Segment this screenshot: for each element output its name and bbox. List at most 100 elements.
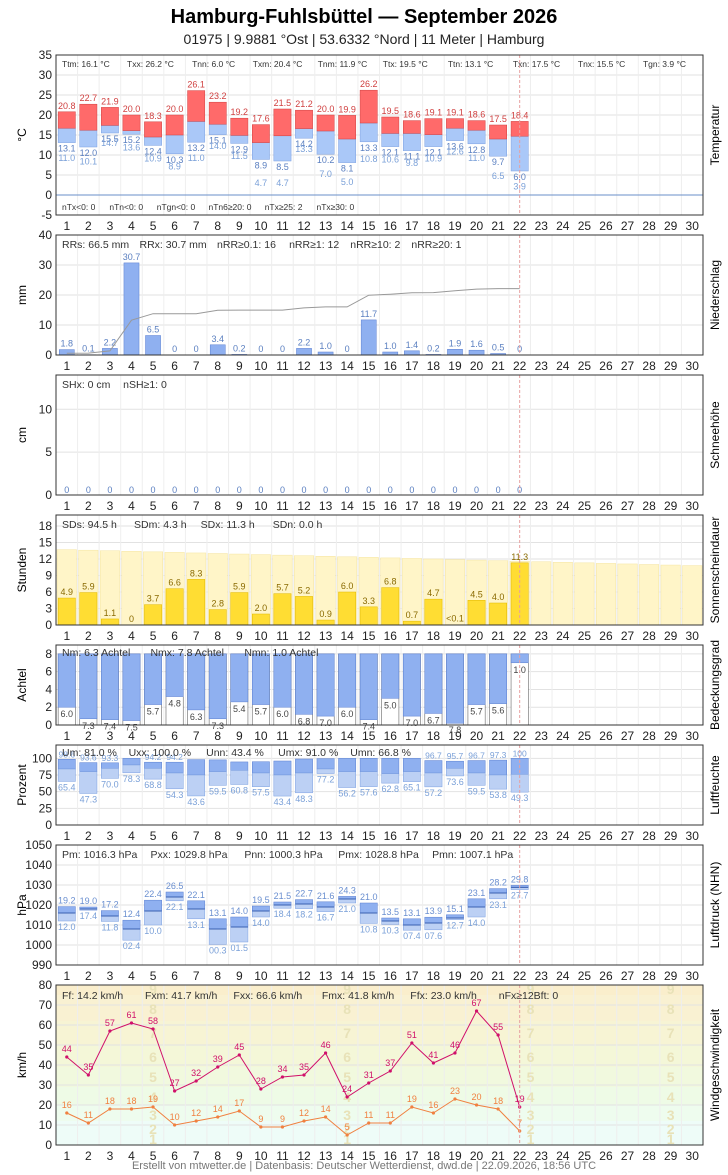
pressure-lower-bar (187, 908, 206, 920)
y-tick-label: 15 (39, 536, 53, 550)
sunshine-bar (424, 598, 443, 626)
panel-side-label: Luftfeuchte (708, 755, 722, 815)
tground-label: 5.0 (341, 177, 354, 187)
stat-label: nTx≥30: 0 (316, 202, 354, 212)
stat-label: Txn: 17.5 °C (513, 59, 560, 69)
humidity-lower-bar (208, 771, 227, 786)
stat-label: Fmx: 41.8 km/h (322, 990, 395, 1002)
tmax-label: 19.9 (338, 104, 356, 114)
possible-sun-bar (617, 563, 638, 626)
stat-label: nRR≥20: 1 (411, 239, 461, 251)
x-tick-label: 3 (107, 629, 114, 643)
tground-label: 14.0 (209, 141, 227, 151)
stat-label: Umn: 66.8 % (350, 747, 411, 759)
beaufort-number: 1 (149, 1131, 157, 1147)
x-tick-label: 26 (599, 829, 613, 843)
x-tick-label: 19 (448, 829, 462, 843)
gust-label: 34 (277, 1064, 287, 1074)
x-tick-label: 12 (297, 829, 311, 843)
stat-label: nRR≥0.1: 16 (217, 239, 276, 251)
sunshine-bar (402, 620, 421, 626)
x-tick-label: 16 (384, 969, 398, 983)
tmax-bar (57, 111, 76, 129)
humidity-upper-bar (295, 758, 313, 774)
beaufort-number: 5 (149, 1069, 157, 1085)
tmin-bar (316, 130, 335, 155)
humidity-lower-bar (402, 771, 421, 782)
snow-label: 0 (194, 485, 199, 495)
sunshine-bar (252, 613, 270, 626)
cloud-cover-bar (467, 653, 486, 705)
tmin-label: 12.8 (468, 145, 486, 155)
pressure-lower-bar (57, 912, 76, 922)
y-axis-label: Stunden (15, 548, 29, 593)
x-tick-label: 19 (448, 499, 462, 513)
sunshine-label: 5.9 (82, 582, 95, 592)
humidity-min-label: 59.5 (209, 786, 227, 796)
sunshine-bar (79, 592, 98, 626)
cloud-label: 7.3 (211, 721, 224, 731)
gust-label: 39 (213, 1054, 223, 1064)
tmin-bar (338, 138, 357, 163)
tmax-bar (208, 101, 227, 125)
mean-wind-point (216, 1115, 220, 1119)
sunshine-label: 2.0 (255, 603, 268, 613)
x-tick-label: 20 (470, 969, 484, 983)
x-tick-label: 20 (470, 629, 484, 643)
tmax-bar (295, 109, 313, 129)
pressure-max-label: 19.2 (58, 896, 76, 906)
x-tick-label: 9 (236, 359, 243, 373)
x-tick-label: 2 (85, 499, 92, 513)
y-tick-label: 80 (39, 978, 53, 992)
humidity-lower-bar (122, 764, 141, 774)
sunshine-bar (57, 597, 76, 626)
cloud-label: 6.0 (61, 709, 74, 719)
tmax-label: 26.2 (360, 79, 378, 89)
beaufort-number: 6 (149, 1049, 157, 1065)
x-tick-label: 10 (254, 359, 268, 373)
sunshine-label: 4.5 (470, 589, 483, 599)
y-tick-label: 30 (39, 258, 53, 272)
x-tick-label: 21 (491, 359, 505, 373)
tground-label: 9.8 (406, 158, 419, 168)
x-tick-label: 25 (578, 629, 592, 643)
stat-label: nTn<0: 0 (109, 202, 143, 212)
y-tick-label: 50 (39, 785, 53, 799)
cloud-label: 6.3 (190, 712, 203, 722)
cloud-cover-bar (144, 653, 162, 705)
pressure-upper-bar (208, 918, 227, 930)
x-tick-label: 12 (297, 969, 311, 983)
humidity-lower-bar (273, 774, 292, 797)
x-tick-label: 28 (642, 969, 656, 983)
tmin-label: 12.9 (231, 144, 249, 154)
humidity-min-label: 47.3 (80, 794, 98, 804)
tmin-bar (122, 130, 141, 135)
cloud-cover-bar (273, 653, 292, 708)
beaufort-number: 8 (527, 1001, 535, 1017)
x-tick-label: 17 (405, 629, 419, 643)
pressure-max-label: 28.2 (489, 878, 507, 888)
y-tick-label: 70 (39, 998, 53, 1012)
x-tick-label: 1 (63, 219, 70, 233)
pressure-upper-bar (402, 918, 421, 926)
y-axis-label: °C (15, 128, 29, 142)
cloud-cover-bar (165, 653, 184, 697)
gust-point (388, 1069, 392, 1073)
tmin-bar (144, 136, 162, 146)
x-tick-label: 5 (150, 499, 157, 513)
mean-wind-label: 18 (126, 1096, 136, 1106)
x-tick-label: 6 (171, 629, 178, 643)
x-tick-label: 12 (297, 499, 311, 513)
humidity-upper-bar (273, 760, 292, 776)
pressure-min-label: 18.2 (295, 910, 313, 920)
stat-label: RRs: 66.5 mm (62, 239, 129, 251)
x-tick-label: 20 (470, 219, 484, 233)
x-tick-label: 6 (171, 829, 178, 843)
tmax-label: 20.8 (58, 101, 76, 111)
x-tick-label: 2 (85, 969, 92, 983)
pressure-upper-bar (165, 891, 184, 898)
stat-label: nTgn<0: 0 (157, 202, 196, 212)
x-tick-label: 6 (171, 729, 178, 743)
tmin-bar (359, 122, 378, 143)
